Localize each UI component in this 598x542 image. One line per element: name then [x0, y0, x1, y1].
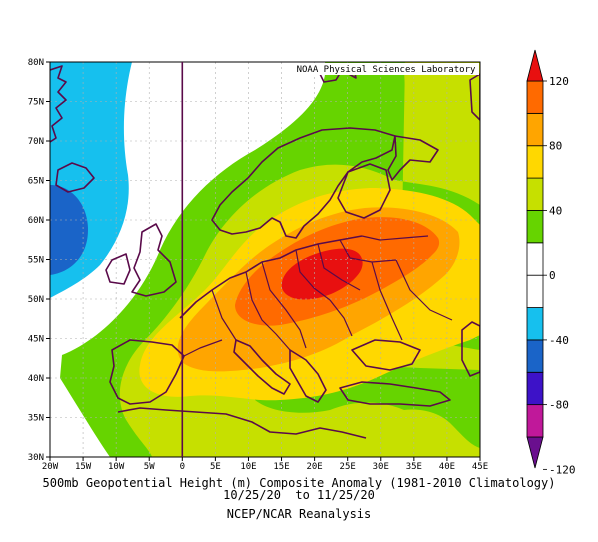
- longitude-labels: 20W 15W 10W 5W 0 5E 10E 15E 20E 25E 30E 35E 40E 45E: [42, 457, 488, 472]
- colorbar-swatch: [526, 242, 544, 276]
- lat-label: 65N: [28, 177, 44, 187]
- scandinavia: [211, 127, 396, 239]
- greenland-coast: [50, 65, 67, 143]
- lon-label: 35E: [406, 462, 422, 472]
- colorbar-label: -40: [549, 334, 569, 347]
- north-africa: [117, 407, 367, 439]
- colorbar-swatch: [526, 112, 544, 147]
- lat-label: 55N: [28, 256, 44, 266]
- colorbar-label: -120: [549, 463, 576, 476]
- balkans: [289, 349, 327, 403]
- iceland: [55, 162, 95, 193]
- colorbar: 120 80 40 0 -40 -80 -120: [526, 49, 576, 476]
- italy: [233, 339, 291, 395]
- ireland: [105, 253, 131, 285]
- contour-positive-120: [281, 248, 363, 300]
- great-britain: [131, 223, 177, 297]
- lat-label: 40N: [28, 374, 44, 384]
- lon-label: 40E: [439, 462, 455, 472]
- lat-label: 30N: [28, 453, 44, 463]
- colorbar-swatch: [526, 145, 544, 179]
- black-sea: [351, 339, 421, 371]
- colorbar-swatch: [526, 274, 544, 308]
- lat-label: 80N: [28, 58, 44, 68]
- anatolia: [339, 381, 451, 407]
- colorbar-label: 80: [549, 140, 562, 153]
- colorbar-swatch: [526, 371, 544, 406]
- lat-label: 75N: [28, 98, 44, 108]
- kola: [387, 135, 439, 181]
- lat-label: 60N: [28, 216, 44, 226]
- iberia: [109, 339, 185, 405]
- colorbar-swatch: [526, 177, 544, 211]
- lon-label: 10E: [240, 462, 256, 472]
- contour-negative-80: [50, 185, 88, 275]
- colorbar-label: -80: [549, 399, 569, 412]
- caption-dates: 10/25/20 to 11/25/20: [223, 488, 375, 502]
- borders: [183, 235, 453, 357]
- colorbar-swatch: [526, 80, 544, 114]
- credit-box: [294, 63, 479, 75]
- colorbar-swatch: [526, 339, 544, 373]
- latitude-labels: 80N 75N 70N 65N 60N 55N 50N 45N 40N 35N 30N: [28, 58, 50, 463]
- colorbar-label: 40: [549, 204, 562, 217]
- colorbar-label: 0: [549, 269, 556, 282]
- lon-label: 15E: [273, 462, 289, 472]
- colorbar-arrow-low: [526, 436, 544, 469]
- caspian: [461, 321, 480, 377]
- lat-label: 45N: [28, 335, 44, 345]
- finland: [337, 163, 391, 219]
- lat-label: 50N: [28, 295, 44, 305]
- lon-label: 20W: [42, 462, 59, 472]
- colorbar-arrow-high: [526, 49, 544, 82]
- lat-label: 35N: [28, 414, 44, 424]
- lon-label: 5E: [210, 462, 221, 472]
- lon-label: 0: [180, 462, 185, 472]
- lon-label: 25E: [340, 462, 356, 472]
- novaya-zemlya: [469, 73, 480, 121]
- colorbar-swatch: [526, 307, 544, 341]
- lat-label: 70N: [28, 137, 44, 147]
- lon-label: 30E: [373, 462, 389, 472]
- colorbar-swatch: [526, 210, 544, 244]
- contour-positive-40-ne: [404, 62, 480, 170]
- caption-title: 500mb Geopotential Height (m) Composite …: [42, 476, 556, 490]
- credit-text: NOAA Physical Sciences Laboratory: [297, 65, 476, 75]
- lon-label: 10W: [108, 462, 125, 472]
- lon-label: 45E: [472, 462, 488, 472]
- lon-label: 15W: [75, 462, 92, 472]
- colorbar-swatch: [526, 404, 544, 438]
- lon-label: 20E: [306, 462, 322, 472]
- lon-label: 5W: [144, 462, 155, 472]
- colorbar-label: 120: [549, 75, 569, 88]
- caption-source: NCEP/NCAR Reanalysis: [226, 507, 372, 521]
